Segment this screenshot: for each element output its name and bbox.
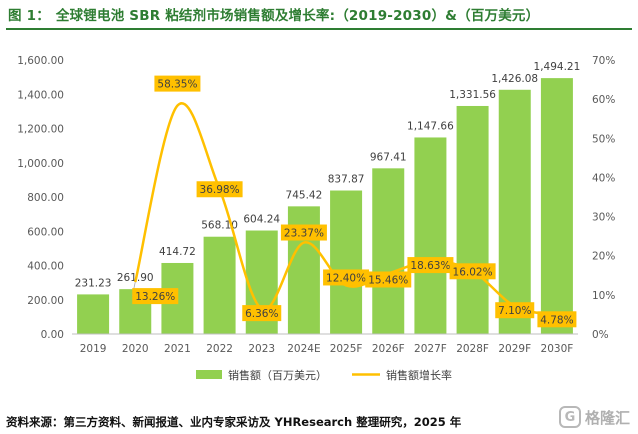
title-divider xyxy=(6,28,632,30)
growth-label-box xyxy=(132,288,179,305)
sales-bar xyxy=(77,294,110,334)
figure-label: 图 1： xyxy=(8,8,50,24)
y-right-tick-label: 0% xyxy=(592,329,609,341)
y-right-tick-label: 10% xyxy=(592,290,615,302)
growth-rate-label: 16.02% xyxy=(453,266,493,278)
x-tick-label: 2025F xyxy=(330,343,363,355)
bar-value-label: 1,494.21 xyxy=(534,61,581,73)
growth-rate-label: 23.37% xyxy=(284,228,324,240)
growth-rate-label: 12.40% xyxy=(326,272,366,284)
growth-rate-label: 6.36% xyxy=(245,308,278,320)
y-right-tick-label: 40% xyxy=(592,172,615,184)
y-right-tick-label: 70% xyxy=(592,55,615,67)
growth-label-box xyxy=(196,181,243,198)
y-right-tick-label: 30% xyxy=(592,212,615,224)
sales-bar xyxy=(203,236,236,334)
y-left-tick-label: 1,200.00 xyxy=(17,124,64,136)
growth-rate-label: 7.10% xyxy=(498,305,531,317)
x-tick-label: 2030F xyxy=(541,343,574,355)
watermark-text: 格隆汇 xyxy=(584,408,630,427)
growth-label-box xyxy=(280,224,327,241)
x-tick-label: 2019 xyxy=(80,343,107,355)
growth-rate-label: 18.63% xyxy=(410,260,450,272)
legend-swatch-sales xyxy=(196,370,222,379)
growth-rate-label: 13.26% xyxy=(135,291,175,303)
y-left-tick-label: 0.00 xyxy=(41,329,64,341)
y-right-tick-label: 20% xyxy=(592,251,615,263)
bar-value-label: 1,147.66 xyxy=(407,120,454,132)
legend-label-sales: 销售额（百万美元） xyxy=(228,368,327,382)
sales-bar xyxy=(498,89,531,334)
x-tick-label: 2022 xyxy=(206,343,233,355)
watermark-logo-icon: G xyxy=(558,406,581,428)
watermark: G 格隆汇 xyxy=(558,403,630,431)
growth-rate-label: 36.98% xyxy=(200,184,240,196)
growth-label-box xyxy=(407,257,454,274)
growth-rate-label: 58.35% xyxy=(157,79,197,91)
growth-label-box xyxy=(323,269,370,286)
bar-value-label: 1,426.08 xyxy=(491,73,538,85)
x-tick-label: 2024E xyxy=(287,343,320,355)
growth-label-box xyxy=(242,305,282,322)
y-left-tick-label: 200.00 xyxy=(27,295,64,307)
growth-label-box xyxy=(537,311,577,328)
growth-rate-label: 15.46% xyxy=(368,274,408,286)
x-tick-label: 2023 xyxy=(248,343,275,355)
growth-label-box xyxy=(495,302,535,319)
x-tick-label: 2029F xyxy=(498,343,531,355)
x-tick-label: 2026F xyxy=(372,343,405,355)
growth-rate-label: 4.78% xyxy=(540,314,573,326)
source-note: 资料来源：第三方资料、新闻报道、业内专家采访及 YHResearch 整理研究，… xyxy=(6,415,462,429)
bar-value-label: 568.10 xyxy=(201,220,238,232)
bar-value-label: 1,331.56 xyxy=(449,89,496,101)
figure-title: 全球锂电池 SBR 粘结剂市场销售额及增长率:（2019-2030）&（百万美元… xyxy=(55,8,540,24)
bar-value-label: 745.42 xyxy=(286,189,323,201)
sales-bar xyxy=(540,78,573,334)
sales-bar xyxy=(330,190,363,334)
legend-label-growth: 销售额增长率 xyxy=(386,368,452,382)
bar-value-label: 231.23 xyxy=(75,277,112,289)
x-tick-label: 2021 xyxy=(164,343,191,355)
growth-label-box xyxy=(154,75,201,92)
sales-bar xyxy=(414,137,447,334)
sales-bar xyxy=(456,105,489,334)
sales-growth-chart: 0.00 200.00 400.00 600.00 800.00 1,000.00 1,20… xyxy=(17,55,615,382)
y-left-tick-label: 1,400.00 xyxy=(17,89,64,101)
bar-value-label: 967.41 xyxy=(370,151,407,163)
y-left-tick-label: 600.00 xyxy=(27,226,64,238)
x-tick-label: 2020 xyxy=(122,343,149,355)
sales-bar xyxy=(372,168,405,334)
y-left-tick-label: 800.00 xyxy=(27,192,64,204)
x-tick-label: 2027F xyxy=(414,343,447,355)
y-right-tick-label: 50% xyxy=(592,133,615,145)
y-right-tick-label: 60% xyxy=(592,94,615,106)
growth-label-box xyxy=(449,263,496,280)
growth-label-box xyxy=(365,271,412,288)
chart-title: 图 1： 全球锂电池 SBR 粘结剂市场销售额及增长率:（2019-2030）&（… xyxy=(8,4,630,26)
bar-value-label: 414.72 xyxy=(159,246,196,258)
y-left-tick-label: 1,600.00 xyxy=(17,55,64,67)
x-tick-label: 2028F xyxy=(456,343,489,355)
y-left-tick-label: 400.00 xyxy=(27,261,64,273)
bar-value-label: 604.24 xyxy=(243,214,280,226)
y-left-tick-label: 1,000.00 xyxy=(17,158,64,170)
bar-value-label: 837.87 xyxy=(328,174,365,186)
